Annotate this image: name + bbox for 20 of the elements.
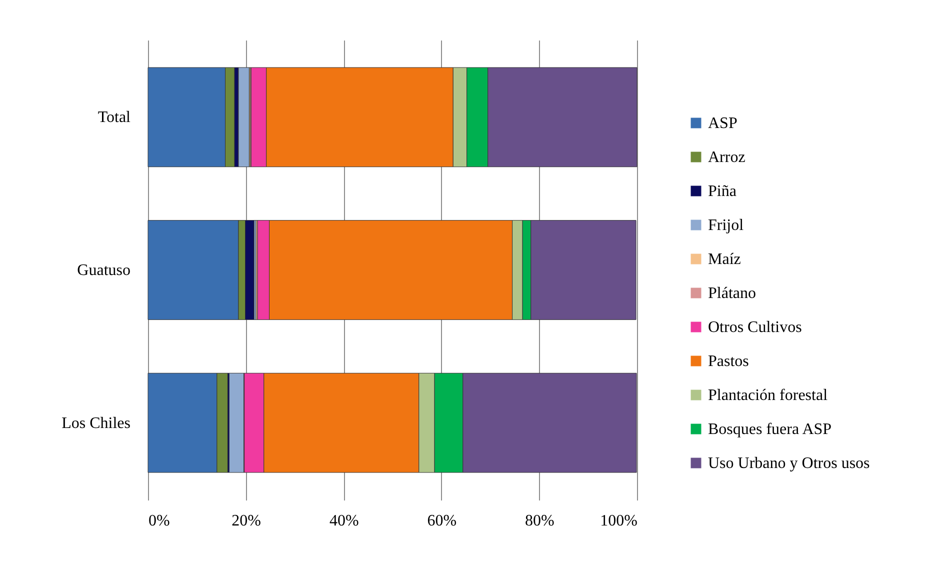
y-tick-label: Total: [98, 109, 132, 126]
legend-label: ASP: [708, 115, 738, 132]
legend-label: Arroz: [708, 149, 746, 166]
y-tick-label: Guatuso: [77, 262, 130, 279]
y-tick-label: Los Chiles: [62, 414, 130, 432]
legend-label: Plantación forestal: [708, 387, 828, 404]
legend-label: Frijol: [708, 217, 744, 234]
legend-label: Plátano: [708, 285, 756, 302]
legend-label: Uso Urbano y Otros usos: [708, 455, 870, 472]
legend-label: Bosques fuera ASP: [708, 421, 832, 438]
legend-label: Pastos: [708, 353, 749, 370]
x-tick-label: 20%: [232, 512, 261, 530]
legend-label: Maíz: [708, 251, 741, 268]
legend-label: Piña: [708, 183, 736, 200]
x-tick-label: 80%: [525, 512, 554, 530]
x-tick-label: 40%: [329, 512, 359, 530]
x-tick-label: 0%: [148, 512, 170, 530]
x-tick-label: 60%: [427, 512, 457, 530]
legend-label: Otros Cultivos: [708, 319, 802, 336]
x-tick-label: 100%: [600, 512, 638, 530]
